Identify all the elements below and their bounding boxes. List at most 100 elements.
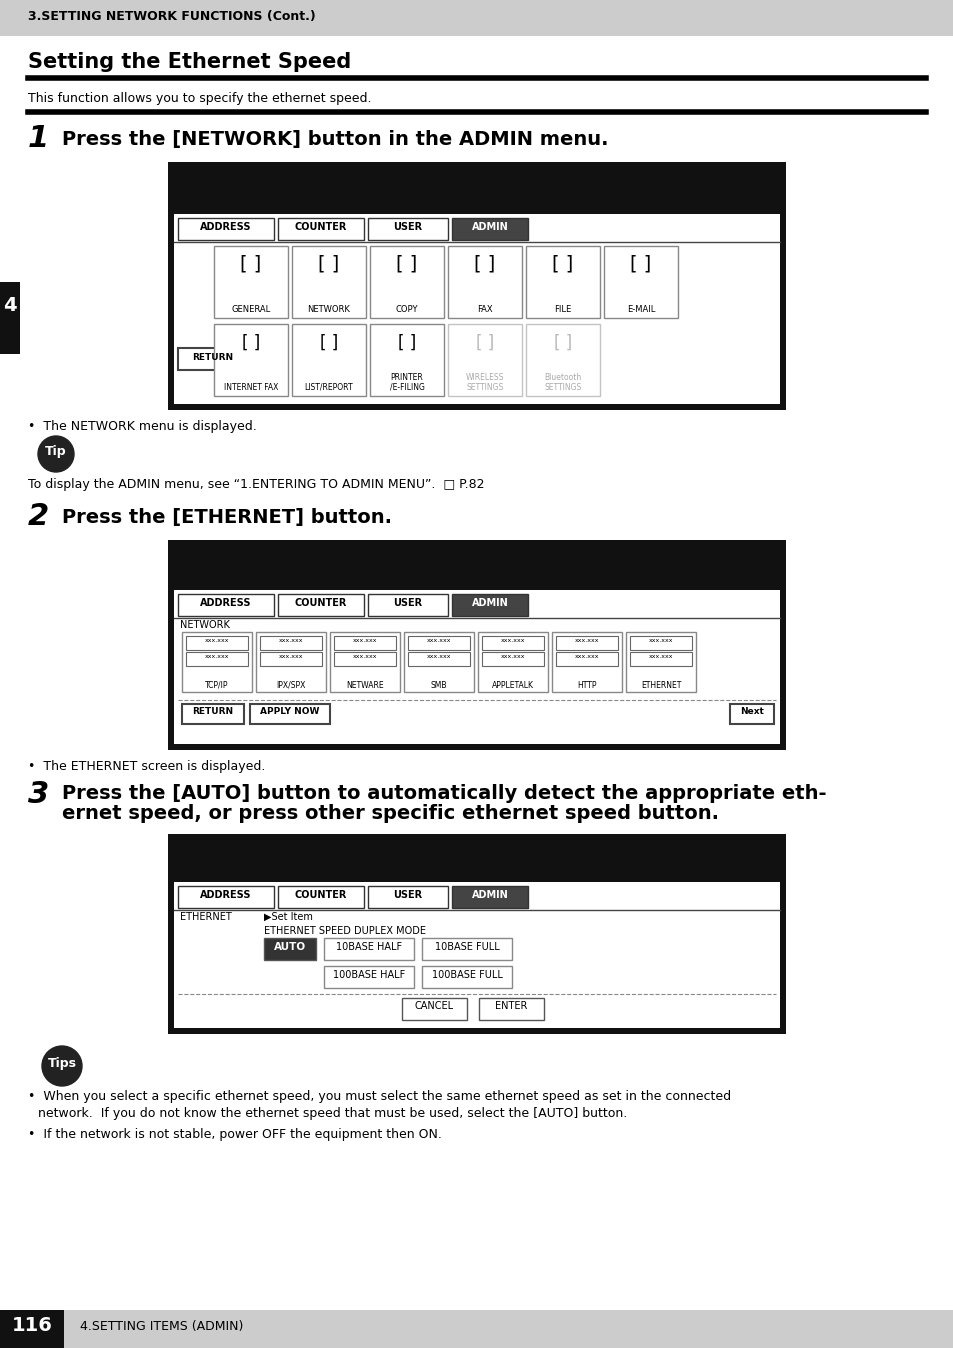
Bar xyxy=(629,636,691,650)
Text: WIRELESS
SETTINGS: WIRELESS SETTINGS xyxy=(465,372,503,392)
Text: xxx.xxx: xxx.xxx xyxy=(353,654,376,659)
Bar xyxy=(277,886,364,909)
Text: •  When you select a specific ethernet speed, you must select the same ethernet : • When you select a specific ethernet sp… xyxy=(28,1091,730,1103)
Text: ADMIN: ADMIN xyxy=(471,222,508,232)
Bar xyxy=(255,632,326,692)
Bar xyxy=(277,594,364,616)
Bar xyxy=(729,704,773,724)
Bar xyxy=(330,632,399,692)
Text: Tips: Tips xyxy=(48,1057,76,1070)
Text: [ ]: [ ] xyxy=(552,253,573,274)
Text: ETHERNET SPEED DUPLEX MODE: ETHERNET SPEED DUPLEX MODE xyxy=(264,926,426,936)
Text: •  If the network is not stable, power OFF the equipment then ON.: • If the network is not stable, power OF… xyxy=(28,1128,441,1140)
Text: xxx.xxx: xxx.xxx xyxy=(205,654,229,659)
Text: To display the ADMIN menu, see “1.ENTERING TO ADMIN MENU”.  □ P.82: To display the ADMIN menu, see “1.ENTERI… xyxy=(28,479,484,491)
Text: [ ]: [ ] xyxy=(474,253,496,274)
Bar xyxy=(525,324,599,396)
Bar xyxy=(401,998,467,1020)
Text: ADDRESS: ADDRESS xyxy=(200,222,252,232)
Text: 4: 4 xyxy=(3,297,17,315)
Text: 10BASE FULL: 10BASE FULL xyxy=(435,942,498,952)
Bar xyxy=(448,324,521,396)
Bar xyxy=(260,636,322,650)
Bar xyxy=(292,324,366,396)
Text: •  The NETWORK menu is displayed.: • The NETWORK menu is displayed. xyxy=(28,421,256,433)
Bar xyxy=(603,245,678,318)
Text: E-MAIL: E-MAIL xyxy=(626,305,655,314)
Bar xyxy=(552,632,621,692)
Text: IPX/SPX: IPX/SPX xyxy=(276,681,305,690)
Bar xyxy=(213,324,288,396)
Bar xyxy=(448,245,521,318)
Bar xyxy=(370,324,443,396)
Text: ▶Set Item: ▶Set Item xyxy=(264,913,313,922)
Bar xyxy=(168,162,785,410)
Text: xxx.xxx: xxx.xxx xyxy=(574,654,598,659)
Bar xyxy=(260,652,322,666)
Text: [ ]: [ ] xyxy=(395,253,417,274)
Text: [ ]: [ ] xyxy=(397,334,416,352)
Text: APPLETALK: APPLETALK xyxy=(492,681,534,690)
Bar xyxy=(629,652,691,666)
Text: 10BASE HALF: 10BASE HALF xyxy=(335,942,401,952)
Bar xyxy=(173,882,780,1029)
Text: TCP/IP: TCP/IP xyxy=(205,681,229,690)
Text: network.  If you do not know the ethernet speed that must be used, select the [A: network. If you do not know the ethernet… xyxy=(38,1107,626,1120)
Bar xyxy=(186,636,248,650)
Text: USER: USER xyxy=(393,890,422,900)
Text: NETWORK: NETWORK xyxy=(180,620,230,630)
Text: SMB: SMB xyxy=(431,681,447,690)
Text: LIST/REPORT: LIST/REPORT xyxy=(304,383,353,392)
Text: 100BASE HALF: 100BASE HALF xyxy=(333,971,405,980)
Bar xyxy=(525,245,599,318)
Bar xyxy=(556,652,618,666)
Bar xyxy=(477,632,547,692)
Bar xyxy=(182,704,244,724)
Text: This function allows you to specify the ethernet speed.: This function allows you to specify the … xyxy=(28,92,371,105)
Text: [ ]: [ ] xyxy=(240,253,261,274)
Bar xyxy=(178,886,274,909)
Text: NETWARE: NETWARE xyxy=(346,681,383,690)
Bar xyxy=(324,938,414,960)
Circle shape xyxy=(38,435,74,472)
Bar xyxy=(0,1310,953,1348)
Text: ETHERNET: ETHERNET xyxy=(640,681,680,690)
Bar xyxy=(368,886,448,909)
Text: GENERAL: GENERAL xyxy=(232,305,271,314)
Text: Press the [AUTO] button to automatically detect the appropriate eth-: Press the [AUTO] button to automatically… xyxy=(62,785,825,803)
Text: 3: 3 xyxy=(28,780,50,809)
Text: USER: USER xyxy=(393,599,422,608)
Bar xyxy=(421,967,512,988)
Text: [ ]: [ ] xyxy=(554,334,572,352)
Bar xyxy=(0,282,20,355)
Text: ETHERNET: ETHERNET xyxy=(180,913,232,922)
Bar xyxy=(168,541,785,749)
Text: 1: 1 xyxy=(28,124,50,154)
Text: [ ]: [ ] xyxy=(630,253,651,274)
Text: ADMIN: ADMIN xyxy=(471,599,508,608)
Text: xxx.xxx: xxx.xxx xyxy=(500,654,525,659)
Bar xyxy=(478,998,543,1020)
Text: PRINTER
/E-FILING: PRINTER /E-FILING xyxy=(389,372,424,392)
Bar xyxy=(452,594,527,616)
Text: CANCEL: CANCEL xyxy=(414,1002,453,1011)
Text: •  The ETHERNET screen is displayed.: • The ETHERNET screen is displayed. xyxy=(28,760,265,772)
Text: xxx.xxx: xxx.xxx xyxy=(648,654,673,659)
Bar xyxy=(324,967,414,988)
Bar xyxy=(186,652,248,666)
Bar xyxy=(421,938,512,960)
Text: Press the [NETWORK] button in the ADMIN menu.: Press the [NETWORK] button in the ADMIN … xyxy=(62,129,608,150)
Bar xyxy=(334,652,395,666)
Bar xyxy=(182,632,252,692)
Text: xxx.xxx: xxx.xxx xyxy=(500,638,525,643)
Text: ENTER: ENTER xyxy=(495,1002,527,1011)
Bar xyxy=(292,245,366,318)
Bar xyxy=(250,704,330,724)
Text: [ ]: [ ] xyxy=(318,253,339,274)
Text: COUNTER: COUNTER xyxy=(294,222,347,232)
Text: USER: USER xyxy=(393,222,422,232)
Text: FAX: FAX xyxy=(476,305,493,314)
Text: RETURN: RETURN xyxy=(193,353,233,363)
Bar xyxy=(173,590,780,744)
Bar xyxy=(481,652,543,666)
